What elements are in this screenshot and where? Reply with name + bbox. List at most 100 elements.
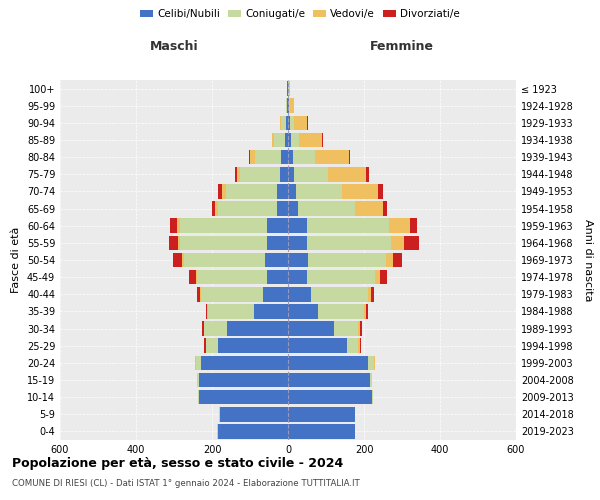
Bar [288,202,298,216]
Bar [219,407,220,422]
Bar [391,236,404,250]
Bar [307,236,391,250]
Bar [288,252,308,268]
Bar [277,202,288,216]
Bar [205,338,206,353]
Bar [218,338,288,353]
Bar [274,132,285,148]
Bar [293,150,314,164]
Bar [218,202,277,216]
Bar [288,132,291,148]
Bar [173,252,182,268]
Bar [237,167,240,182]
Bar [288,150,293,164]
Bar [196,356,200,370]
Bar [280,116,281,130]
Bar [288,372,370,388]
Bar [195,356,196,370]
Bar [249,150,250,164]
Bar [410,218,417,233]
Bar [200,287,263,302]
Bar [265,252,288,268]
Bar [220,407,288,422]
Bar [189,270,196,284]
Bar [308,252,386,268]
Bar [169,236,178,250]
Bar [307,270,376,284]
Bar [296,184,342,198]
Bar [263,287,288,302]
Bar [288,322,334,336]
Bar [307,218,389,233]
Bar [272,132,274,148]
Bar [281,116,286,130]
Bar [203,322,205,336]
Bar [404,236,419,250]
Bar [205,322,227,336]
Bar [328,167,366,182]
Bar [208,304,254,318]
Bar [294,167,328,182]
Bar [371,390,373,404]
Bar [288,116,290,130]
Bar [319,304,364,318]
Bar [380,270,387,284]
Bar [197,287,200,302]
Bar [288,184,296,198]
Bar [199,372,288,388]
Bar [322,132,323,148]
Bar [218,424,288,438]
Bar [342,184,378,198]
Bar [194,356,195,370]
Bar [358,322,360,336]
Bar [287,82,288,96]
Bar [288,287,311,302]
Bar [212,202,215,216]
Bar [349,150,350,164]
Bar [176,218,180,233]
Text: Femmine: Femmine [370,40,434,52]
Bar [368,356,373,370]
Bar [298,202,355,216]
Bar [314,150,349,164]
Bar [370,372,371,388]
Bar [360,322,362,336]
Bar [240,167,280,182]
Bar [288,236,307,250]
Bar [288,270,307,284]
Bar [389,218,410,233]
Bar [218,184,222,198]
Text: Popolazione per età, sesso e stato civile - 2024: Popolazione per età, sesso e stato civil… [12,458,343,470]
Bar [235,167,236,182]
Bar [180,218,267,233]
Bar [373,356,374,370]
Bar [288,407,355,422]
Bar [288,98,289,113]
Bar [197,372,199,388]
Bar [250,150,254,164]
Text: Maschi: Maschi [149,40,199,52]
Bar [364,304,366,318]
Bar [376,270,380,284]
Bar [267,218,288,233]
Bar [290,116,294,130]
Bar [355,202,383,216]
Bar [288,304,319,318]
Bar [217,424,218,438]
Bar [383,202,387,216]
Bar [288,424,355,438]
Bar [289,98,290,113]
Bar [289,82,290,96]
Bar [287,98,288,113]
Bar [290,98,294,113]
Bar [294,116,307,130]
Bar [277,184,288,198]
Bar [291,132,299,148]
Bar [226,184,277,198]
Bar [360,338,361,353]
Bar [215,202,218,216]
Bar [368,287,371,302]
Bar [288,390,371,404]
Bar [206,338,218,353]
Bar [288,356,368,370]
